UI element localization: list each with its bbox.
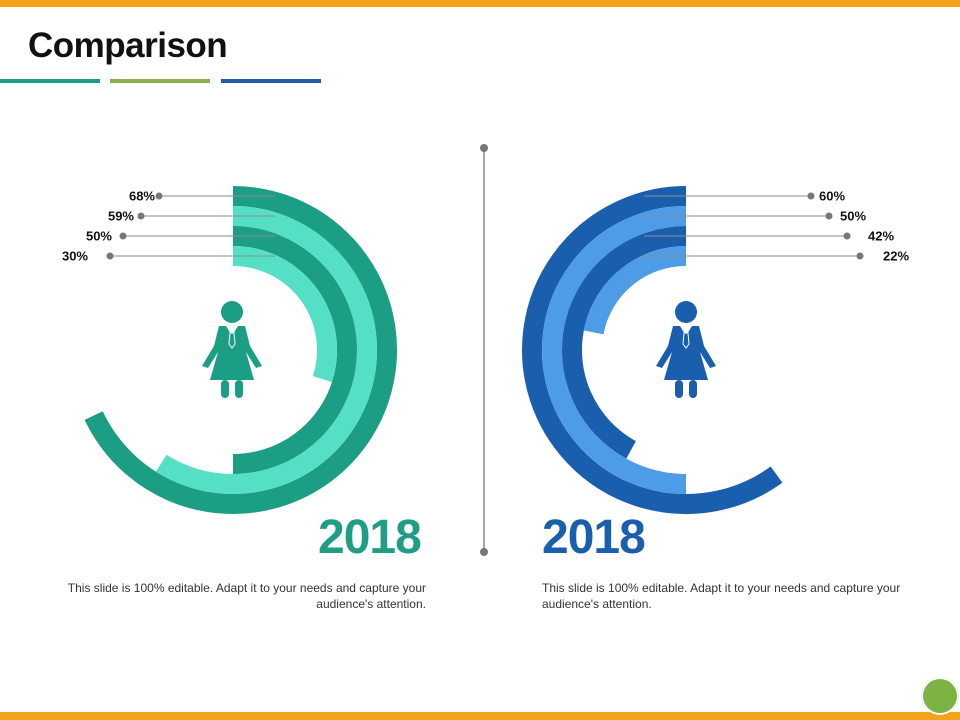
caption-right: This slide is 100% editable. Adapt it to…: [542, 581, 901, 611]
radial-chart-left: 68% 59% 50% 30%: [62, 186, 397, 514]
top-frame-bar: [0, 0, 960, 7]
title-accent-green: [110, 79, 210, 83]
value-label-ring-2: 50%: [840, 208, 866, 223]
radial-bar-ring-4: [232, 246, 337, 383]
title-accent-teal: [0, 79, 100, 83]
radial-bar-ring-2: [542, 206, 687, 494]
radial-bar-ring-1: [84, 186, 397, 514]
caption-left: This slide is 100% editable. Adapt it to…: [67, 581, 426, 611]
year-label-right: 2018: [542, 511, 646, 564]
leader-dot-ring-1: [155, 192, 163, 200]
year-label-left: 2018: [318, 511, 422, 564]
leader-dot-ring-4: [856, 252, 864, 260]
value-label-ring-3: 42%: [868, 228, 894, 243]
businesswoman-icon: [656, 301, 716, 398]
radial-bar-ring-3: [232, 226, 357, 474]
value-label-ring-1: 60%: [819, 188, 845, 203]
value-label-ring-2: 59%: [108, 208, 134, 223]
radial-chart-right: 60% 50%42% 22%: [522, 186, 909, 514]
value-label-ring-3: 50%: [86, 228, 112, 243]
businesswoman-icon: [202, 301, 262, 398]
leader-dot-ring-2: [137, 212, 145, 220]
leader-dot-ring-3: [843, 232, 851, 240]
page-title: Comparison: [28, 26, 228, 65]
radial-bar-ring-4: [583, 246, 687, 335]
leader-dot-ring-4: [106, 252, 114, 260]
value-label-ring-1: 68%: [129, 188, 155, 203]
corner-circle-decoration: [921, 677, 959, 715]
value-label-ring-4: 30%: [62, 248, 88, 263]
radial-bar-ring-1: [522, 186, 783, 514]
title-accent-blue: [221, 79, 321, 83]
radial-bar-ring-3: [562, 226, 687, 459]
radial-bar-ring-2: [155, 206, 377, 494]
vertical-divider: [480, 144, 488, 556]
value-label-ring-4: 22%: [883, 248, 909, 263]
leader-dot-ring-1: [807, 192, 815, 200]
bottom-frame-bar: [0, 712, 960, 720]
leader-dot-ring-2: [825, 212, 833, 220]
leader-dot-ring-3: [119, 232, 127, 240]
